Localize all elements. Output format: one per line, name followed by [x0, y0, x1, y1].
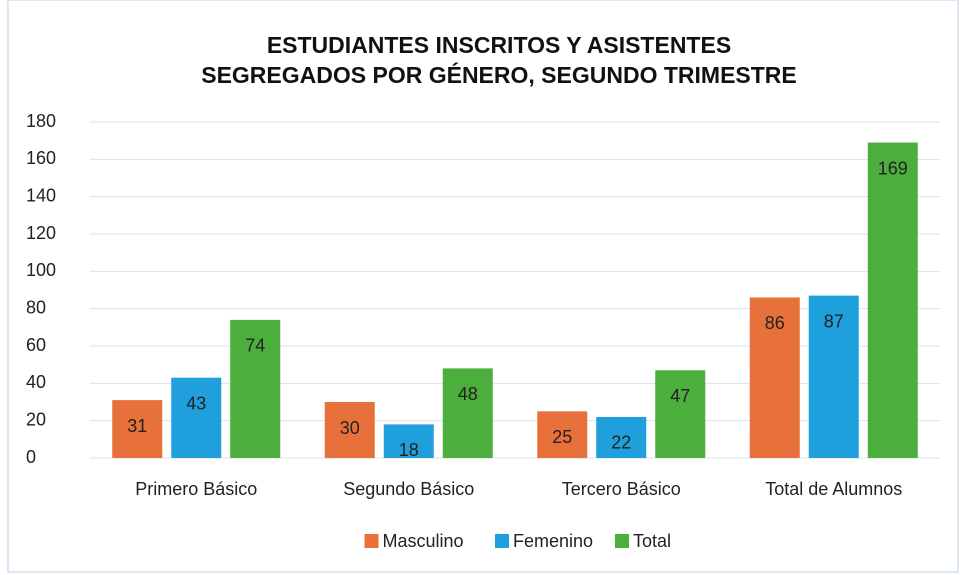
- x-tick-label: Tercero Básico: [562, 479, 681, 499]
- bar: [324, 402, 375, 458]
- data-label: 18: [399, 440, 419, 460]
- bar: [655, 370, 706, 458]
- bar: [749, 297, 800, 458]
- y-tick-label: 40: [26, 372, 46, 392]
- data-label: 31: [127, 416, 147, 436]
- data-label: 30: [340, 418, 360, 438]
- bar: [442, 368, 493, 458]
- x-tick-label: Segundo Básico: [343, 479, 474, 499]
- bar: [867, 142, 918, 459]
- x-tick-label: Total de Alumnos: [765, 479, 902, 499]
- bar: [230, 319, 281, 458]
- data-label: 43: [186, 393, 206, 413]
- data-label: 47: [670, 386, 690, 406]
- y-tick-label: 120: [26, 223, 56, 243]
- y-tick-label: 20: [26, 409, 46, 429]
- legend-swatch: [364, 534, 379, 548]
- legend-label: Femenino: [513, 531, 593, 551]
- legend-label: Masculino: [383, 531, 464, 551]
- y-tick-label: 60: [26, 335, 46, 355]
- x-tick-label: Primero Básico: [135, 479, 257, 499]
- y-tick-label: 160: [26, 148, 56, 168]
- data-label: 48: [458, 384, 478, 404]
- y-tick-label: 180: [26, 111, 56, 131]
- y-tick-label: 80: [26, 297, 46, 317]
- legend-label: Total: [633, 531, 671, 551]
- data-label: 86: [765, 313, 785, 333]
- data-label: 25: [552, 427, 572, 447]
- chart-border: [7, 0, 959, 573]
- legend-swatch: [615, 534, 629, 548]
- bar: [171, 377, 222, 458]
- y-tick-label: 140: [26, 185, 56, 205]
- bar: [383, 424, 434, 458]
- y-tick-label: 100: [26, 260, 56, 280]
- chart-title: ESTUDIANTES INSCRITOS Y ASISTENTES: [267, 32, 731, 58]
- bar: [537, 411, 588, 458]
- data-label: 22: [611, 433, 631, 453]
- bar: [112, 400, 163, 458]
- bar: [596, 416, 647, 458]
- y-tick-label: 0: [26, 447, 36, 467]
- data-label: 74: [245, 336, 265, 356]
- legend-swatch: [495, 534, 509, 548]
- data-label: 169: [878, 158, 908, 178]
- bar: [808, 295, 859, 458]
- chart-title: SEGREGADOS POR GÉNERO, SEGUNDO TRIMESTRE: [201, 61, 797, 88]
- data-label: 87: [824, 311, 844, 331]
